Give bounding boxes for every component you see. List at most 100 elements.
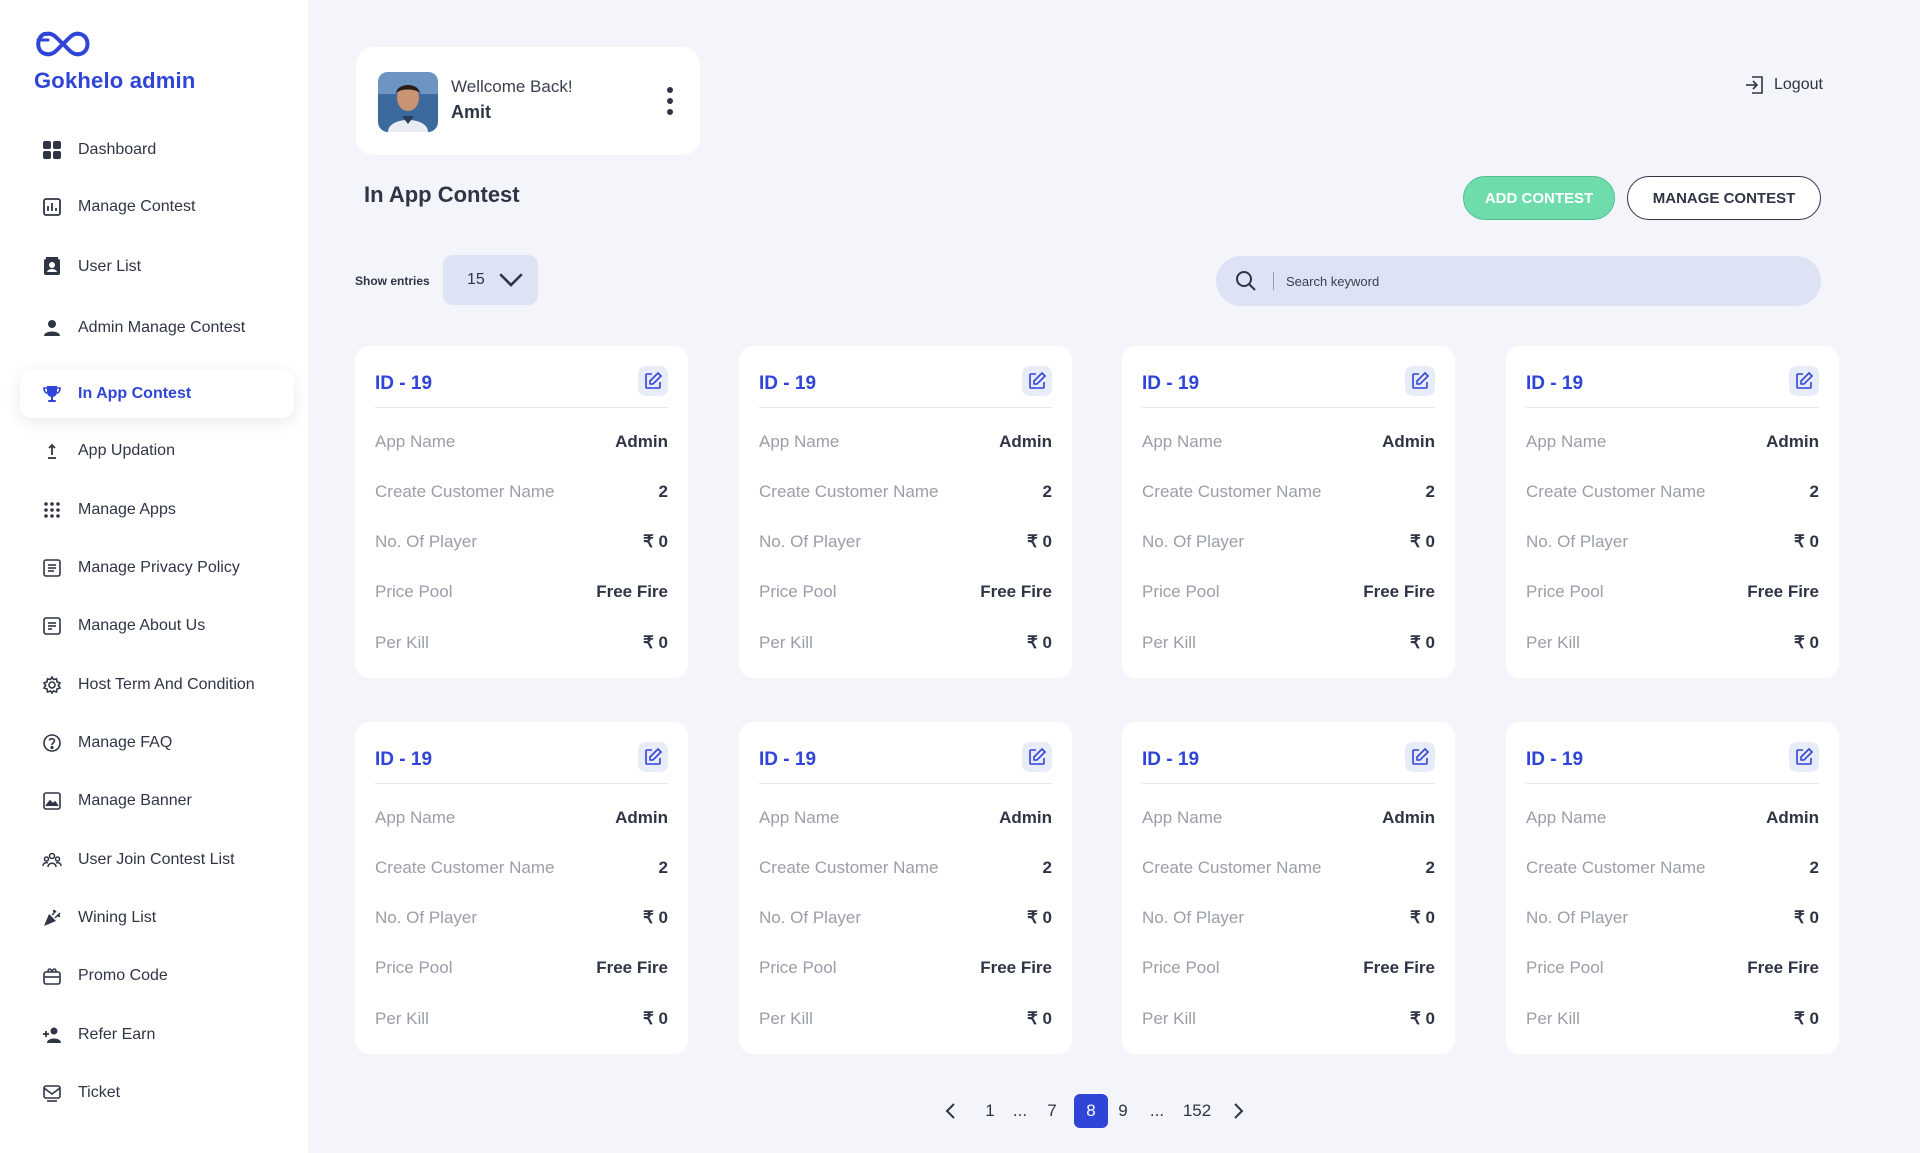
page-button[interactable]: 1 xyxy=(985,1101,995,1120)
row-value: Free Fire xyxy=(1363,582,1435,601)
search-divider xyxy=(1273,272,1274,290)
row-value: 2 xyxy=(1425,858,1435,877)
row-value: 2 xyxy=(1042,858,1052,877)
entries-select[interactable]: 15 xyxy=(443,255,538,305)
next-page-button[interactable] xyxy=(1227,1094,1249,1128)
row-label: App Name xyxy=(1526,808,1607,827)
row-value: ₹ 0 xyxy=(1794,532,1819,551)
row-label: Price Pool xyxy=(1526,582,1604,601)
edit-button[interactable] xyxy=(1022,366,1052,396)
row-value: ₹ 0 xyxy=(1027,908,1052,927)
row-value: ₹ 0 xyxy=(643,908,668,927)
row-value: ₹ 0 xyxy=(1027,633,1052,652)
logout-button[interactable]: Logout xyxy=(1744,74,1823,96)
add-contest-button[interactable]: ADD CONTEST xyxy=(1463,176,1615,220)
sidebar-item-promo-code[interactable]: Promo Code xyxy=(20,952,294,1000)
prev-page-button[interactable] xyxy=(940,1094,962,1128)
sidebar-item-manage-contest[interactable]: Manage Contest xyxy=(20,183,294,231)
brand[interactable]: Gokhelo admin xyxy=(34,26,196,94)
card-id: ID - 19 xyxy=(375,373,433,394)
edit-button[interactable] xyxy=(1022,742,1052,772)
card-id: ID - 19 xyxy=(1526,749,1584,770)
manage-contest-button[interactable]: MANAGE CONTEST xyxy=(1627,176,1821,220)
logout-label: Logout xyxy=(1774,76,1823,93)
row-label: Price Pool xyxy=(759,958,837,977)
ticket-box-icon xyxy=(42,966,62,986)
card-row: Create Customer Name 2 xyxy=(759,480,1052,504)
row-value: ₹ 0 xyxy=(1410,908,1435,927)
page-button[interactable]: 9 xyxy=(1118,1101,1128,1120)
card-id: ID - 19 xyxy=(759,373,817,394)
card-row: App Name Admin xyxy=(759,430,1052,454)
sidebar-item-ticket[interactable]: Ticket xyxy=(20,1069,294,1117)
card-row: No. Of Player ₹ 0 xyxy=(759,906,1052,930)
edit-button[interactable] xyxy=(1405,366,1435,396)
sidebar-item-manage-banner[interactable]: Manage Banner xyxy=(20,777,294,825)
page-ellipsis: ... xyxy=(1149,1101,1165,1120)
row-value: ₹ 0 xyxy=(643,633,668,652)
welcome-text: Wellcome Back! xyxy=(451,77,573,96)
sidebar-item-host-term-and-condition[interactable]: Host Term And Condition xyxy=(20,661,294,709)
sidebar-item-in-app-contest[interactable]: In App Contest xyxy=(20,370,294,418)
row-value: ₹ 0 xyxy=(643,1009,668,1028)
row-value: Admin xyxy=(1382,808,1435,827)
sidebar-item-manage-faq[interactable]: Manage FAQ xyxy=(20,719,294,767)
party-popper-icon xyxy=(42,908,62,928)
row-value: Admin xyxy=(999,432,1052,451)
card-header: ID - 19 xyxy=(1526,364,1819,408)
sidebar-item-wining-list[interactable]: Wining List xyxy=(20,894,294,942)
card-header: ID - 19 xyxy=(375,740,668,784)
sidebar-item-manage-privacy-policy[interactable]: Manage Privacy Policy xyxy=(20,544,294,592)
row-label: App Name xyxy=(1142,808,1223,827)
page-button[interactable]: 7 xyxy=(1047,1101,1057,1120)
edit-button[interactable] xyxy=(1789,366,1819,396)
card-row: Price Pool Free Fire xyxy=(1526,956,1819,980)
card-row: Per Kill ₹ 0 xyxy=(375,1007,668,1031)
card-id: ID - 19 xyxy=(1142,749,1200,770)
more-options-icon[interactable] xyxy=(658,83,682,119)
avatar[interactable] xyxy=(378,72,438,132)
edit-button[interactable] xyxy=(638,366,668,396)
edit-button[interactable] xyxy=(1405,742,1435,772)
edit-icon xyxy=(1029,371,1047,389)
bar-chart-icon xyxy=(42,197,62,217)
edit-icon xyxy=(1029,747,1047,765)
sidebar-item-dashboard[interactable]: Dashboard xyxy=(20,126,294,174)
card-id: ID - 19 xyxy=(759,749,817,770)
search-input[interactable] xyxy=(1286,266,1786,296)
upload-arrow-icon xyxy=(42,441,62,461)
sidebar-item-label: Refer Earn xyxy=(78,1026,156,1043)
mail-ticket-icon xyxy=(42,1083,62,1103)
card-row: No. Of Player ₹ 0 xyxy=(1526,906,1819,930)
person-add-icon xyxy=(42,1025,62,1045)
card-row: App Name Admin xyxy=(1142,430,1435,454)
page-button[interactable]: 152 xyxy=(1182,1101,1212,1120)
row-label: Price Pool xyxy=(1142,958,1220,977)
sidebar-item-user-join-contest-list[interactable]: User Join Contest List xyxy=(20,836,294,884)
row-label: Create Customer Name xyxy=(1142,482,1322,501)
row-label: App Name xyxy=(1526,432,1607,451)
current-page-button[interactable]: 8 xyxy=(1074,1094,1108,1128)
row-label: Create Customer Name xyxy=(375,482,555,501)
card-row: Price Pool Free Fire xyxy=(375,580,668,604)
card-row: App Name Admin xyxy=(759,806,1052,830)
edit-button[interactable] xyxy=(1789,742,1819,772)
sidebar-item-admin-manage-contest[interactable]: Admin Manage Contest xyxy=(20,304,294,352)
sidebar-item-app-updation[interactable]: App Updation xyxy=(20,427,294,475)
person-icon xyxy=(42,318,62,338)
row-value: ₹ 0 xyxy=(1410,633,1435,652)
sidebar-item-user-list[interactable]: User List xyxy=(20,243,294,291)
sidebar-item-manage-apps[interactable]: Manage Apps xyxy=(20,486,294,534)
card-row: Create Customer Name 2 xyxy=(759,856,1052,880)
edit-button[interactable] xyxy=(638,742,668,772)
sidebar-item-manage-about-us[interactable]: Manage About Us xyxy=(20,602,294,650)
row-label: Per Kill xyxy=(759,633,813,652)
row-value: Admin xyxy=(999,808,1052,827)
row-value: 2 xyxy=(1809,858,1819,877)
row-value: ₹ 0 xyxy=(1794,633,1819,652)
sidebar-item-refer-earn[interactable]: Refer Earn xyxy=(20,1011,294,1059)
card-row: Price Pool Free Fire xyxy=(759,956,1052,980)
page-title: In App Contest xyxy=(364,182,520,207)
question-icon xyxy=(42,733,62,753)
card-header: ID - 19 xyxy=(759,364,1052,408)
